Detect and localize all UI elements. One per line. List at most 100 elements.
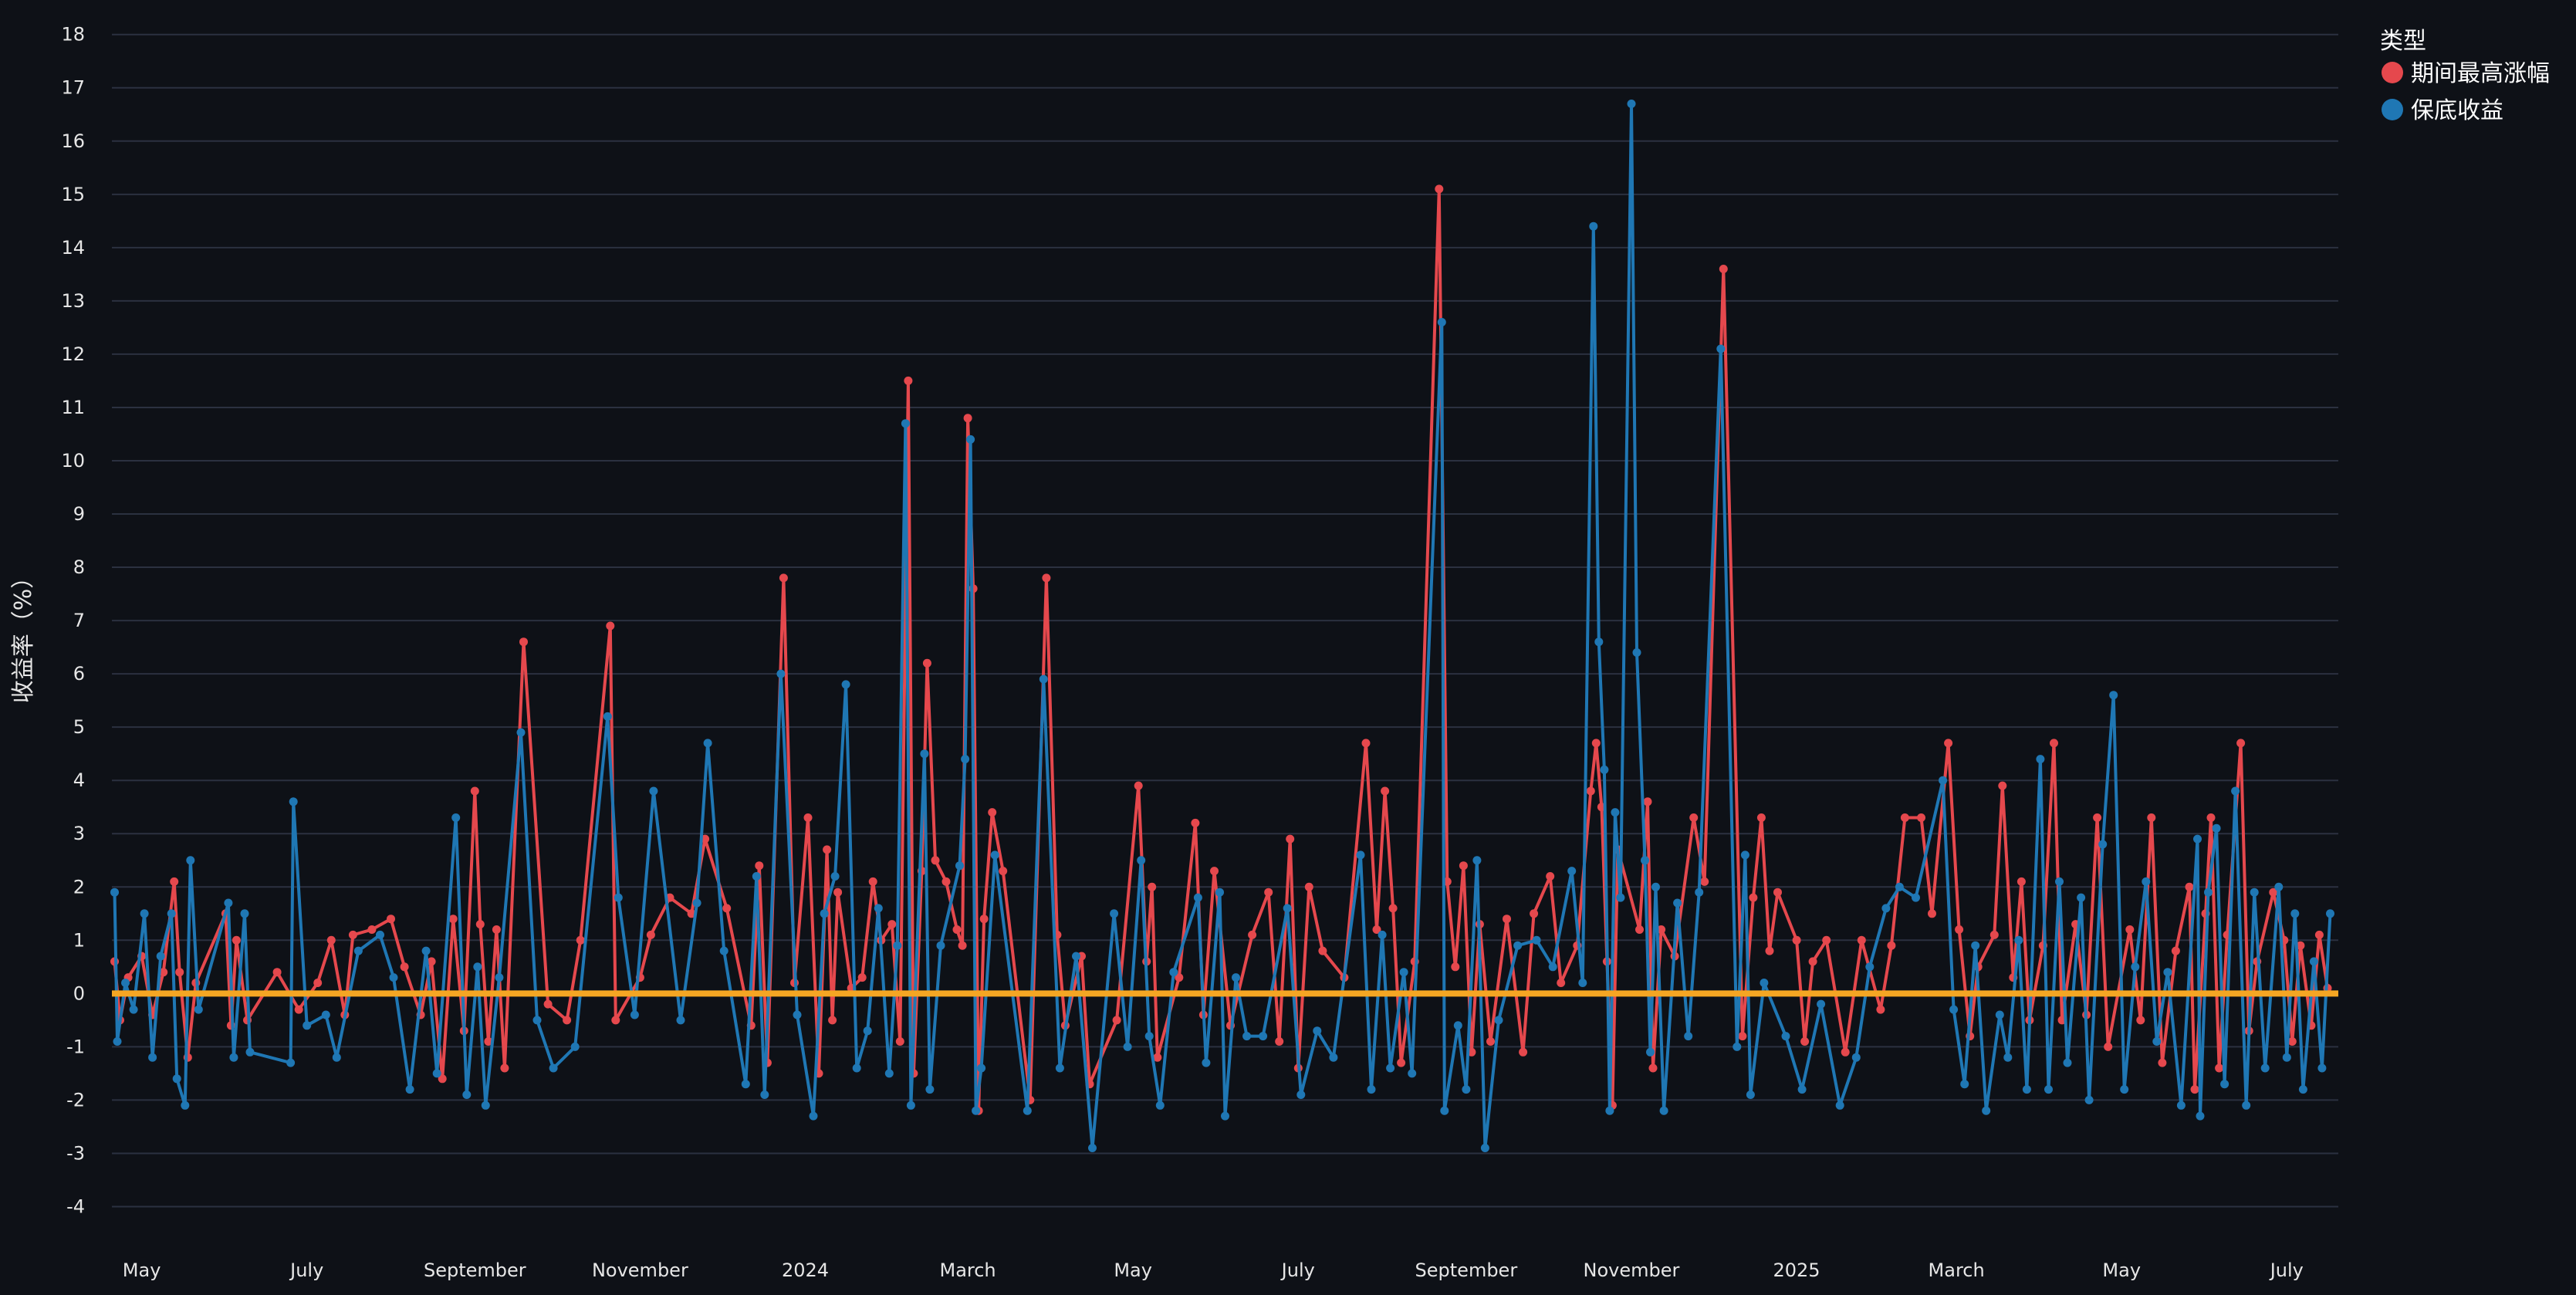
data-point[interactable] bbox=[186, 856, 195, 865]
data-point[interactable] bbox=[793, 1010, 802, 1019]
data-point[interactable] bbox=[1039, 675, 1048, 684]
data-point[interactable] bbox=[776, 669, 786, 678]
data-point[interactable] bbox=[1023, 1106, 1032, 1115]
data-point[interactable] bbox=[936, 941, 945, 950]
data-point[interactable] bbox=[1651, 882, 1660, 891]
data-point[interactable] bbox=[232, 935, 241, 945]
data-point[interactable] bbox=[1361, 739, 1371, 748]
data-point[interactable] bbox=[1627, 100, 1636, 108]
data-point[interactable] bbox=[692, 898, 701, 908]
data-point[interactable] bbox=[2171, 946, 2180, 955]
data-point[interactable] bbox=[1462, 1085, 1471, 1094]
data-point[interactable] bbox=[148, 1053, 157, 1062]
data-point[interactable] bbox=[2131, 962, 2140, 972]
data-point[interactable] bbox=[303, 1021, 312, 1030]
data-point[interactable] bbox=[245, 1047, 255, 1057]
data-point[interactable] bbox=[1155, 1101, 1165, 1110]
data-point[interactable] bbox=[1756, 813, 1766, 822]
data-point[interactable] bbox=[1912, 893, 1920, 902]
data-point[interactable] bbox=[289, 797, 298, 806]
data-point[interactable] bbox=[1765, 946, 1774, 955]
data-point[interactable] bbox=[2017, 877, 2026, 886]
data-point[interactable] bbox=[438, 1074, 447, 1084]
data-point[interactable] bbox=[1851, 1053, 1861, 1062]
data-point[interactable] bbox=[1480, 1144, 1489, 1152]
data-point[interactable] bbox=[2109, 691, 2118, 700]
data-point[interactable] bbox=[1895, 882, 1904, 891]
data-point[interactable] bbox=[1557, 979, 1566, 987]
data-point[interactable] bbox=[1792, 935, 1801, 945]
data-point[interactable] bbox=[1939, 776, 1948, 785]
data-point[interactable] bbox=[2176, 1101, 2186, 1110]
data-point[interactable] bbox=[1144, 1032, 1154, 1041]
data-point[interactable] bbox=[2120, 1085, 2129, 1094]
data-point[interactable] bbox=[432, 1069, 441, 1078]
data-point[interactable] bbox=[1719, 265, 1728, 273]
data-point[interactable] bbox=[1532, 935, 1541, 945]
data-point[interactable] bbox=[1740, 850, 1749, 860]
data-point[interactable] bbox=[240, 909, 249, 918]
legend-item[interactable]: 保底收益 bbox=[2382, 97, 2503, 124]
data-point[interactable] bbox=[1175, 973, 1184, 982]
data-point[interactable] bbox=[931, 856, 940, 865]
data-point[interactable] bbox=[313, 979, 323, 987]
data-point[interactable] bbox=[1995, 1010, 2004, 1019]
data-point[interactable] bbox=[1600, 765, 1609, 774]
data-point[interactable] bbox=[925, 1085, 935, 1094]
data-point[interactable] bbox=[1589, 221, 1598, 231]
data-point[interactable] bbox=[1548, 962, 1557, 972]
data-point[interactable] bbox=[611, 1016, 620, 1025]
data-point[interactable] bbox=[1578, 979, 1587, 987]
data-point[interactable] bbox=[741, 1080, 750, 1089]
data-point[interactable] bbox=[1949, 1005, 1959, 1014]
data-point[interactable] bbox=[868, 877, 877, 886]
data-point[interactable] bbox=[1808, 957, 1817, 966]
data-point[interactable] bbox=[2014, 935, 2023, 945]
data-point[interactable] bbox=[1530, 909, 1539, 918]
data-point[interactable] bbox=[1372, 925, 1381, 934]
data-point[interactable] bbox=[676, 1016, 685, 1025]
data-point[interactable] bbox=[1797, 1085, 1807, 1094]
data-point[interactable] bbox=[405, 1085, 414, 1094]
data-point[interactable] bbox=[1586, 786, 1595, 796]
data-point[interactable] bbox=[1440, 1106, 1449, 1115]
data-point[interactable] bbox=[1835, 1101, 1844, 1110]
data-point[interactable] bbox=[893, 941, 902, 950]
data-point[interactable] bbox=[823, 845, 832, 854]
data-point[interactable] bbox=[999, 867, 1008, 876]
data-point[interactable] bbox=[941, 877, 951, 886]
data-point[interactable] bbox=[181, 1101, 190, 1110]
data-point[interactable] bbox=[2125, 925, 2135, 934]
data-point[interactable] bbox=[470, 786, 479, 796]
data-point[interactable] bbox=[294, 1005, 303, 1014]
data-point[interactable] bbox=[1749, 893, 1758, 902]
data-point[interactable] bbox=[1955, 925, 1964, 934]
data-point[interactable] bbox=[955, 861, 964, 871]
data-point[interactable] bbox=[1318, 946, 1327, 955]
data-point[interactable] bbox=[532, 1016, 542, 1025]
data-point[interactable] bbox=[852, 1063, 861, 1073]
data-point[interactable] bbox=[1738, 1032, 1747, 1041]
data-point[interactable] bbox=[2077, 893, 2086, 902]
data-point[interactable] bbox=[2298, 1085, 2307, 1094]
data-point[interactable] bbox=[1088, 1144, 1097, 1152]
data-point[interactable] bbox=[1611, 808, 1620, 817]
data-point[interactable] bbox=[1110, 909, 1119, 918]
data-point[interactable] bbox=[2193, 834, 2202, 844]
data-point[interactable] bbox=[427, 957, 436, 966]
data-point[interactable] bbox=[1822, 935, 1831, 945]
legend-item[interactable]: 期间最高涨幅 bbox=[2382, 60, 2550, 87]
data-point[interactable] bbox=[1459, 861, 1468, 871]
data-point[interactable] bbox=[462, 1090, 472, 1099]
data-point[interactable] bbox=[803, 813, 813, 822]
data-point[interactable] bbox=[1191, 818, 1200, 827]
data-point[interactable] bbox=[895, 1037, 904, 1046]
data-point[interactable] bbox=[389, 973, 398, 982]
data-point[interactable] bbox=[1971, 941, 1980, 950]
data-point[interactable] bbox=[2063, 1058, 2072, 1067]
data-point[interactable] bbox=[1275, 1037, 1284, 1046]
data-point[interactable] bbox=[1329, 1053, 1338, 1062]
data-point[interactable] bbox=[175, 968, 184, 977]
